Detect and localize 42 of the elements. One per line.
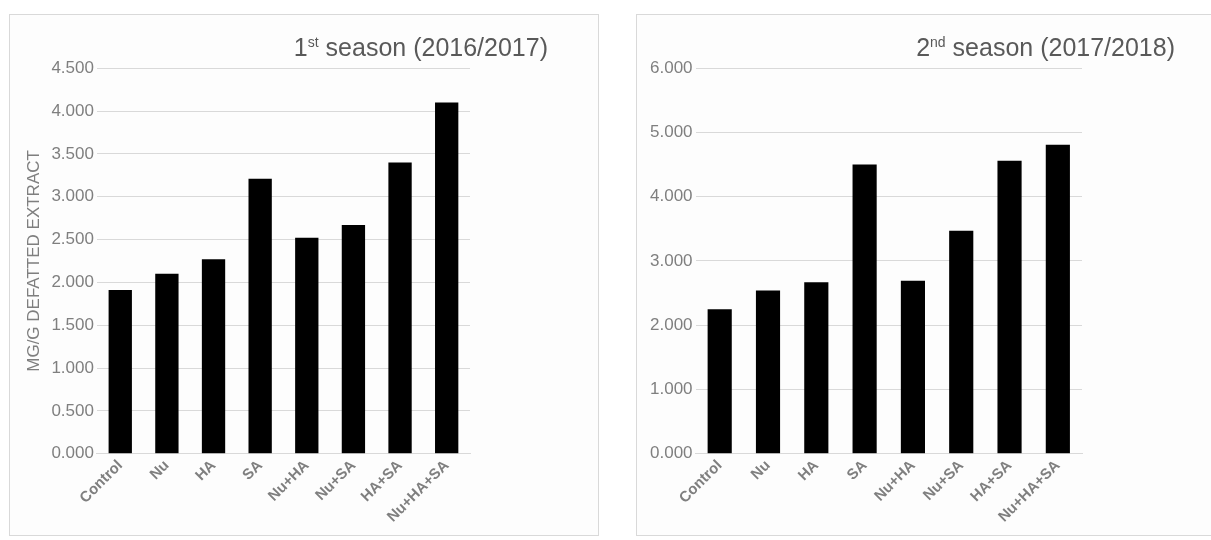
x-tick-label: Nu <box>145 456 172 483</box>
y-tick-label: 6.000 <box>649 57 693 77</box>
bar <box>755 290 781 454</box>
bar <box>852 164 877 454</box>
y-tick-label: 0.500 <box>51 400 94 420</box>
x-tick-label: Nu <box>746 456 774 483</box>
y-tick-label: 1.000 <box>51 357 94 377</box>
bar <box>1045 144 1070 454</box>
y-tick-label: 0.000 <box>649 443 693 463</box>
bar <box>388 162 412 454</box>
bar <box>435 102 459 454</box>
bar <box>201 259 226 454</box>
chart-title: 1$^{st}$ season (2016/2017) <box>293 33 548 62</box>
bar <box>707 309 732 454</box>
y-tick-label: 2.000 <box>51 272 94 292</box>
y-tick-label: 2.000 <box>649 314 693 334</box>
y-tick-label: 4.000 <box>51 100 94 120</box>
x-tick-label: HA <box>794 455 822 484</box>
bar <box>295 237 319 454</box>
y-axis-title: MG/G DEFATTED EXTRACT <box>23 150 43 372</box>
bar <box>997 160 1022 454</box>
bar <box>949 230 974 454</box>
bar <box>155 273 179 454</box>
y-tick-label: 0.000 <box>51 443 94 463</box>
x-tick-label: HA <box>191 455 219 484</box>
bar <box>248 178 272 454</box>
bar <box>341 224 366 454</box>
chart-title: 2$^{nd}$ season (2017/2018) <box>916 33 1175 62</box>
y-tick-label: 1.000 <box>649 379 693 399</box>
y-tick-label: 3.000 <box>649 250 693 270</box>
x-tick-label: SA <box>238 455 266 483</box>
bar <box>108 290 132 454</box>
y-tick-label: 3.500 <box>51 143 94 163</box>
x-tick-label: SA <box>842 455 870 483</box>
y-tick-label: 1.500 <box>51 314 94 334</box>
y-tick-label: 2.500 <box>51 229 94 249</box>
y-tick-label: 3.000 <box>51 186 94 206</box>
bar <box>900 280 925 454</box>
bar <box>804 282 829 454</box>
y-tick-label: 5.000 <box>649 122 693 142</box>
y-tick-label: 4.500 <box>51 57 94 77</box>
y-tick-label: 4.000 <box>649 186 693 206</box>
